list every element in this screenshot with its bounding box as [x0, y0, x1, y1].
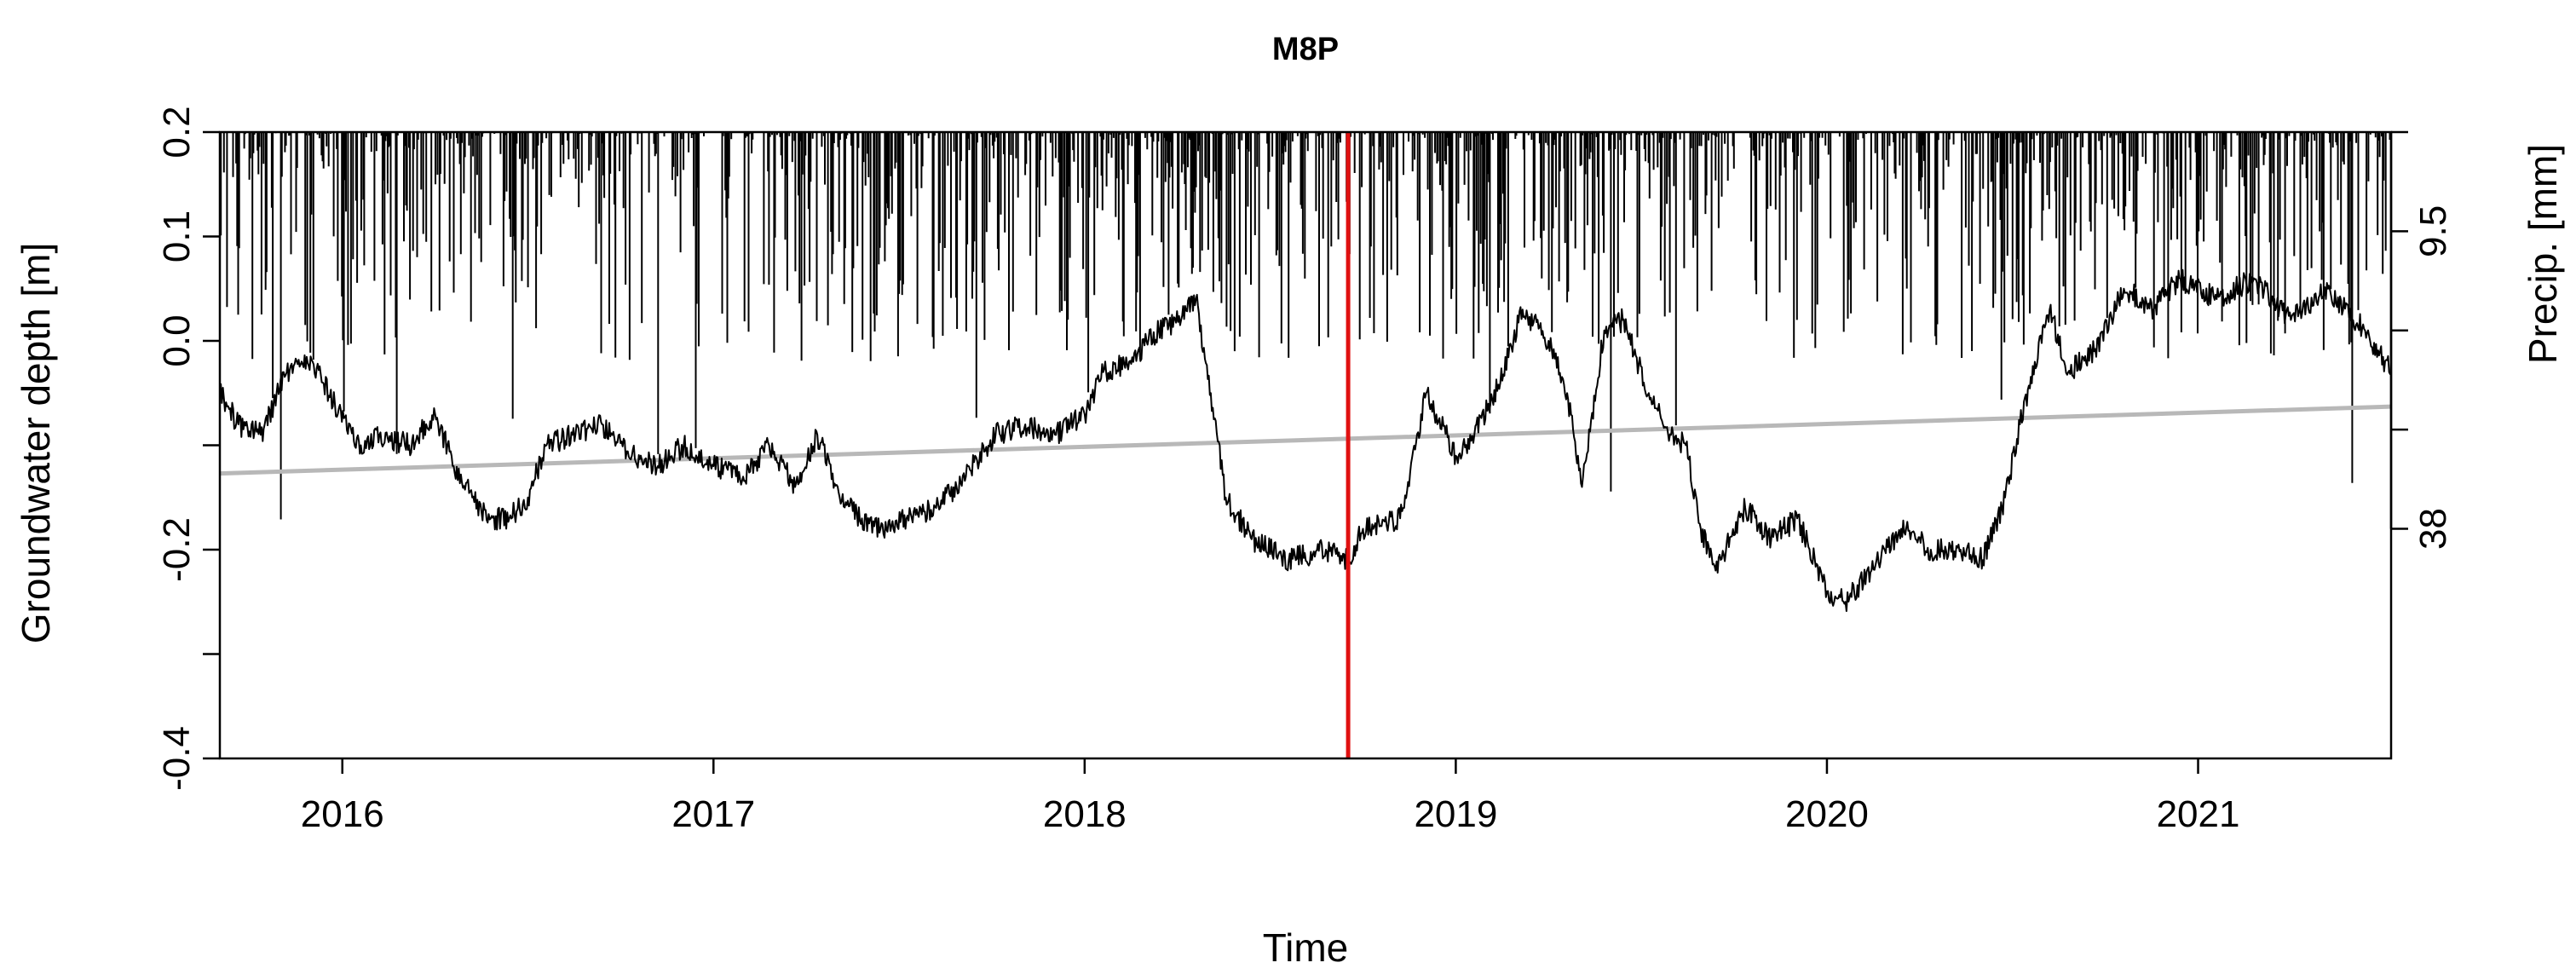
x-axis: 2016 2017 2018 2019 2020 2021 — [301, 758, 2240, 835]
x-tick-label: 2017 — [671, 793, 755, 835]
y-tick-label: 0.0 — [156, 314, 198, 366]
groundwater-line — [219, 268, 2392, 613]
right-tick-label: 38 — [2412, 508, 2454, 550]
y-tick-label: -0.4 — [156, 726, 198, 791]
y-axis: -0.4 -0.2 0.0 0.1 0.2 — [156, 106, 220, 791]
x-tick-label: 2018 — [1043, 793, 1127, 835]
right-precip-axis: 9.5 38 — [2389, 130, 2454, 550]
x-axis-label: Time — [1263, 925, 1349, 970]
x-tick-label: 2016 — [301, 793, 384, 835]
x-tick-label: 2019 — [1414, 793, 1497, 835]
right-tick-label: 9.5 — [2412, 205, 2454, 257]
chart-title: M8P — [1272, 32, 1339, 67]
trend-line — [219, 404, 2392, 476]
x-tick-label: 2021 — [2157, 793, 2240, 835]
trend-line-group — [219, 404, 2392, 476]
x-tick-label: 2020 — [1785, 793, 1869, 835]
right-axis-label: Precip. [mm] — [2521, 144, 2565, 364]
groundwater-series-group — [219, 268, 2392, 613]
y-tick-label: -0.2 — [156, 517, 198, 582]
y-axis-label: Groundwater depth [m] — [14, 243, 58, 643]
y-tick-label: 0.2 — [156, 106, 198, 158]
y-tick-label: 0.1 — [156, 210, 198, 262]
